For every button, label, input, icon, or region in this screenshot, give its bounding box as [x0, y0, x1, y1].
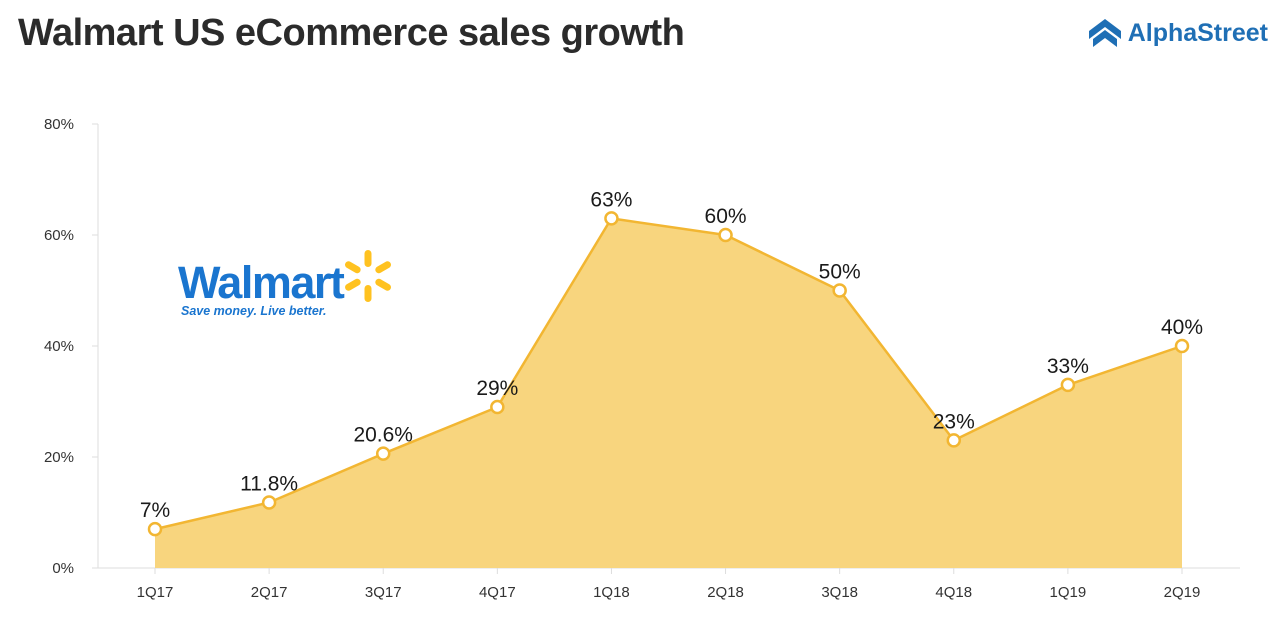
x-tick-label: 2Q19	[1164, 584, 1201, 601]
series-area-fill	[155, 218, 1182, 568]
chart-title: Walmart US eCommerce sales growth	[18, 12, 685, 54]
data-label: 50%	[819, 261, 861, 284]
x-tick-label: 3Q18	[821, 584, 858, 601]
x-tick-label: 4Q18	[935, 584, 972, 601]
data-point	[261, 495, 277, 510]
data-label: 11.8%	[240, 473, 298, 496]
walmart-spark-icon	[345, 250, 391, 302]
data-point	[490, 399, 505, 415]
data-label: 63%	[590, 188, 632, 211]
data-label: 33%	[1047, 355, 1089, 378]
walmart-logo: Walmart Save money. Live better.	[178, 250, 391, 318]
alphastreet-logo-icon	[1088, 19, 1121, 47]
series-line	[154, 217, 1183, 531]
data-point	[1060, 377, 1076, 393]
y-tick-label: 60%	[44, 227, 74, 244]
x-tick-label: 2Q17	[251, 584, 288, 601]
walmart-logo-tagline: Save money. Live better.	[181, 304, 326, 318]
y-tick-label: 0%	[52, 560, 74, 577]
data-label: 60%	[705, 205, 747, 228]
alphastreet-brand: AlphaStreet	[1088, 18, 1268, 48]
y-tick-label: 40%	[44, 338, 74, 355]
data-label: 29%	[476, 377, 518, 400]
y-axis-ticks: 0% 20% 40% 60% 80%	[44, 116, 98, 577]
x-axis-ticks: 1Q17 2Q17 3Q17 4Q17 1Q18 2Q18 3Q18 4Q18 1Q19 2Q19	[137, 568, 1201, 601]
brand-name: AlphaStreet	[1127, 18, 1268, 47]
data-label: 40%	[1161, 316, 1203, 339]
data-points	[147, 211, 1190, 537]
data-point	[718, 227, 733, 243]
x-tick-label: 1Q17	[137, 584, 174, 601]
y-tick-label: 20%	[44, 449, 74, 466]
data-point	[604, 211, 619, 226]
data-point	[147, 521, 163, 537]
data-point	[832, 283, 847, 298]
data-point	[1174, 338, 1190, 354]
walmart-logo-name: Walmart	[178, 257, 345, 308]
x-tick-label: 1Q19	[1050, 584, 1087, 601]
x-tick-label: 3Q17	[365, 584, 402, 601]
data-point	[375, 446, 391, 461]
data-label: 23%	[933, 410, 975, 433]
data-label: 20.6%	[353, 424, 413, 447]
x-tick-label: 4Q17	[479, 584, 516, 601]
x-tick-label: 2Q18	[707, 584, 744, 601]
data-label: 7%	[140, 499, 170, 522]
data-labels: 7% 11.8% 20.6% 29% 63% 60% 50% 23% 33% 40%	[140, 188, 1203, 522]
data-point	[946, 433, 962, 448]
y-tick-label: 80%	[44, 116, 74, 133]
x-tick-label: 1Q18	[593, 584, 630, 601]
